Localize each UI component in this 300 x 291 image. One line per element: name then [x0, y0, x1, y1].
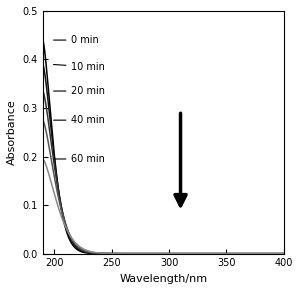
X-axis label: Wavelength/nm: Wavelength/nm [119, 274, 207, 284]
Text: 20 min: 20 min [54, 86, 105, 96]
Text: 0 min: 0 min [54, 35, 99, 45]
Text: 40 min: 40 min [54, 115, 105, 125]
Text: 10 min: 10 min [53, 62, 105, 72]
Text: 60 min: 60 min [54, 154, 105, 164]
Y-axis label: Absorbance: Absorbance [7, 100, 17, 165]
